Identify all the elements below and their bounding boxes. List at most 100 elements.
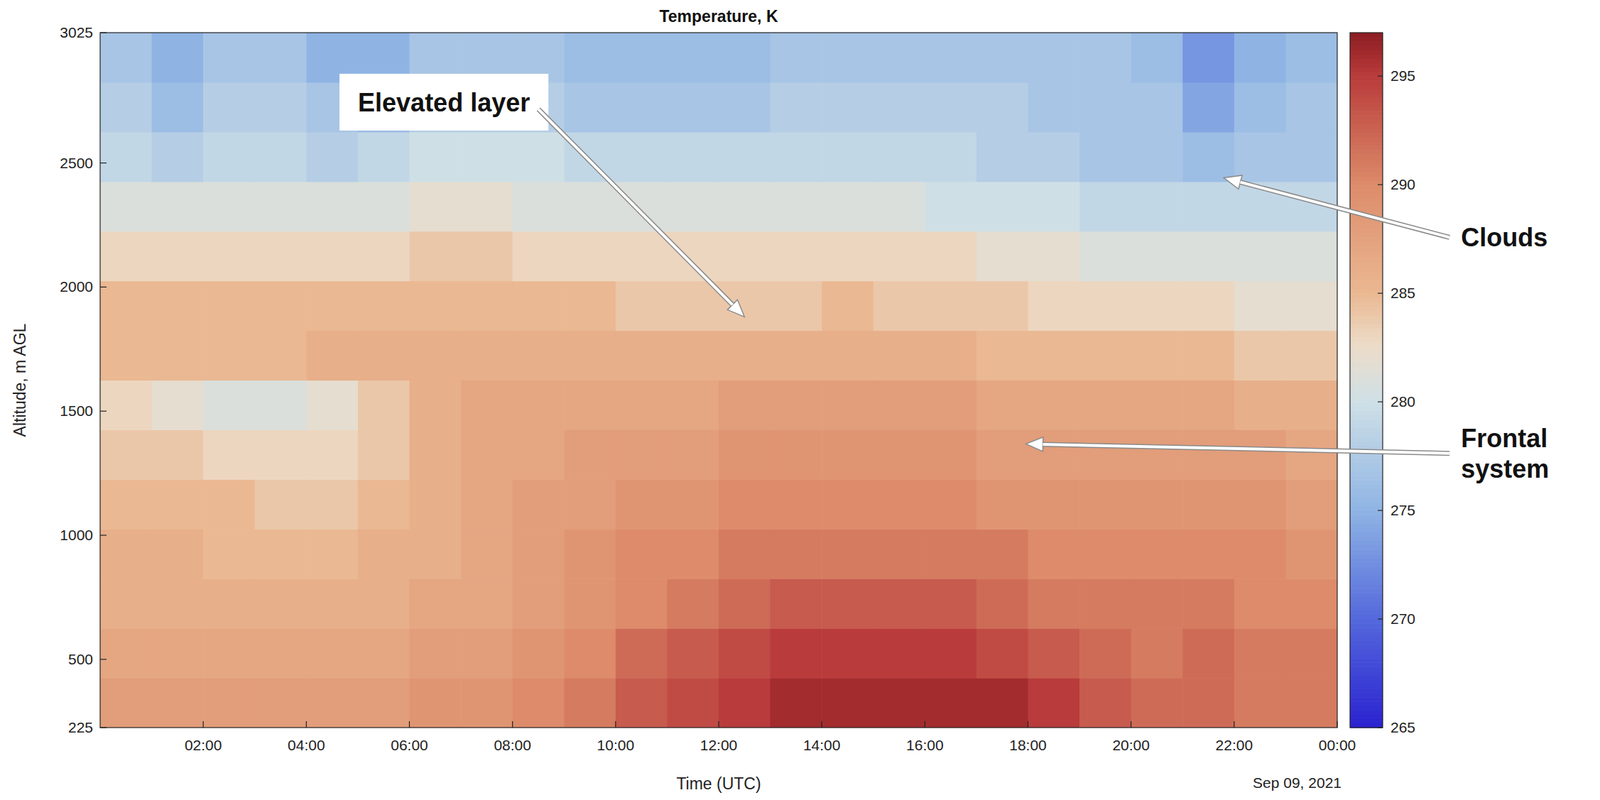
cell [203,32,255,84]
cell [873,82,926,133]
cell [976,231,1029,282]
cell [460,380,513,432]
cell [770,529,823,580]
colorbar-step [1350,284,1383,290]
colorbar-step [1350,119,1383,125]
annotation-line: Clouds [1460,222,1548,253]
colorbar-step [1350,93,1383,99]
cell [151,181,204,233]
cell [1028,32,1081,84]
cell [1182,132,1235,183]
colorbar-step [1350,332,1383,338]
cell [615,32,668,84]
cell [563,181,616,233]
cell [151,330,204,382]
cell [254,628,307,679]
colorbar-step [1350,102,1383,108]
cell [1028,529,1081,580]
cell [306,429,358,481]
colorbar-step [1350,701,1383,707]
cell [1285,32,1338,84]
colorbar-step [1350,680,1383,686]
x-tick-label: 14:00 [803,737,841,754]
cell [1079,678,1132,728]
colorbar-step [1350,311,1383,317]
cell [873,529,926,580]
cell [615,132,668,183]
arrow-head [1223,175,1243,189]
colorbar-tick [1377,618,1383,620]
colorbar-step [1350,541,1383,547]
cell [718,281,771,332]
cell [770,231,823,282]
cell [615,529,668,580]
cell [203,678,255,728]
colorbar-step [1350,223,1383,229]
colorbar-step [1350,528,1383,534]
colorbar-step [1350,623,1383,629]
cell [1079,330,1132,382]
cell [924,479,977,530]
x-tick-label: 10:00 [597,737,635,754]
cell [976,479,1029,530]
colorbar-step [1350,606,1383,612]
colorbar-step [1350,297,1383,303]
cell [924,578,977,630]
cell [1182,578,1235,630]
colorbar-tick [1377,509,1383,511]
colorbar-tick-label: 285 [1390,284,1416,302]
cell [615,578,668,630]
cell [1234,578,1287,630]
cell [1182,181,1235,233]
colorbar-tick [1377,293,1383,295]
cell [203,578,255,630]
cell [1182,429,1235,481]
colorbar-step [1350,67,1383,73]
cell [563,578,616,630]
y-tick-label: 1500 [59,402,94,419]
cell [512,529,565,580]
colorbar-step [1350,510,1383,516]
cell [976,330,1029,382]
cell [151,578,204,630]
cell [409,529,462,580]
colorbar-step [1350,441,1383,446]
cell [460,678,513,728]
cell [615,380,668,432]
cell [770,281,823,332]
cell [873,628,926,679]
colorbar-step [1350,258,1383,264]
cell [306,578,358,630]
cell [976,82,1029,133]
cell [924,380,977,432]
cell [821,32,874,84]
cell [770,429,823,481]
colorbar-step [1350,36,1383,42]
colorbar-step [1350,249,1383,255]
cell [666,380,719,432]
cell [409,281,462,332]
cell [1028,578,1081,630]
colorbar-step [1350,241,1383,247]
cell [1079,578,1132,630]
colorbar-step [1350,128,1383,134]
cell [512,181,565,233]
cell [1234,281,1287,332]
x-axis-title: Time (UTC) [676,774,761,794]
colorbar-step [1350,658,1383,664]
cell [460,181,513,233]
x-tick [1027,721,1029,728]
colorbar-step [1350,432,1383,438]
x-tick-label: 04:00 [287,737,326,754]
cell [1285,479,1338,530]
cell [1079,628,1132,679]
x-tick [821,721,823,728]
colorbar-step [1350,705,1383,711]
cell [512,231,565,282]
colorbar-step [1350,193,1383,199]
x-tick [1233,721,1235,728]
y-tick [100,411,107,412]
x-date: Sep 09, 2021 [1252,774,1342,792]
cell [666,132,719,183]
colorbar-step [1350,380,1383,386]
